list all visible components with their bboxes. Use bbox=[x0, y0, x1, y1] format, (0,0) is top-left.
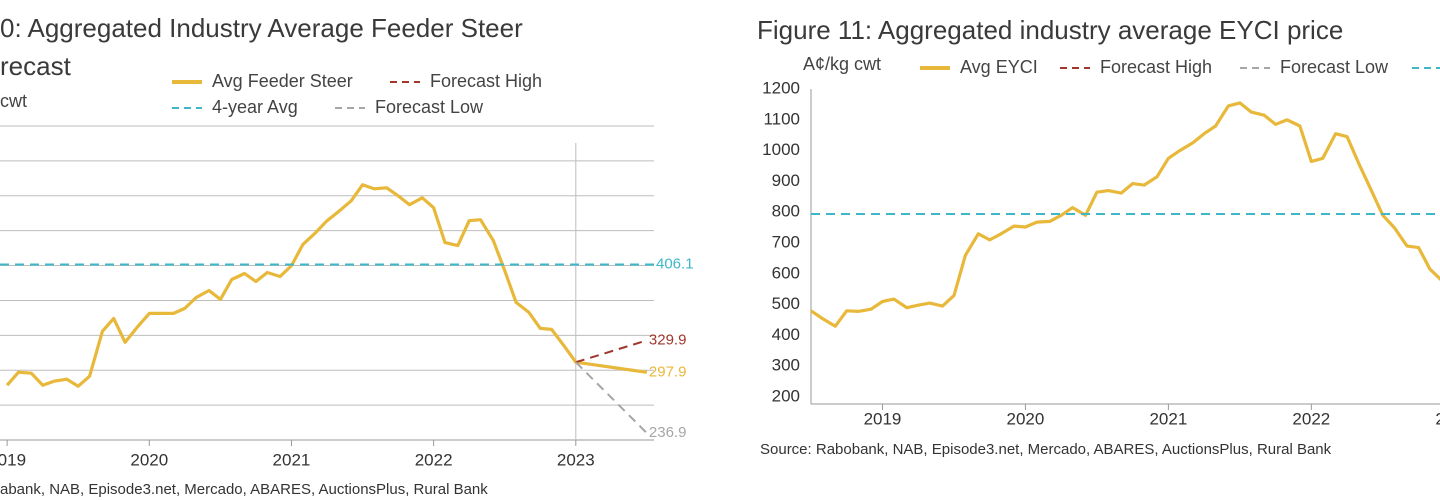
x-tick-label: 2020 bbox=[1007, 409, 1045, 428]
x-tick-label: 2023 bbox=[1435, 409, 1440, 428]
legend-label: Forecast High bbox=[1100, 57, 1212, 77]
end-label: 236.9 bbox=[649, 424, 687, 441]
x-tick-label: 2019 bbox=[864, 409, 902, 428]
y-tick-label: 1000 bbox=[762, 140, 800, 159]
y-tick-label: 1100 bbox=[763, 109, 800, 128]
y-tick-label: 900 bbox=[772, 171, 800, 190]
y-axis-label: cwt bbox=[0, 91, 27, 111]
y-tick-label: 400 bbox=[772, 325, 800, 344]
y-tick-label: 200 bbox=[772, 386, 800, 405]
chart-title: 0: Aggregated Industry Average Feeder St… bbox=[0, 13, 523, 43]
legend-label: 4-year Avg bbox=[212, 97, 298, 117]
x-tick-label: 2021 bbox=[1149, 409, 1187, 428]
legend-label: Avg EYCI bbox=[960, 57, 1038, 77]
y-tick-label: 700 bbox=[772, 232, 800, 251]
legend-label: Forecast High bbox=[430, 71, 542, 91]
series-line bbox=[5, 183, 648, 388]
y-tick-label: 500 bbox=[772, 294, 800, 313]
legend-label: Avg Feeder Steer bbox=[212, 71, 353, 91]
end-label: 406.1 bbox=[656, 255, 694, 272]
legend-label: Forecast Low bbox=[1280, 57, 1389, 77]
y-axis-label: A¢/kg cwt bbox=[803, 54, 881, 74]
chart-title: recast bbox=[0, 51, 72, 81]
end-label: 297.9 bbox=[649, 363, 687, 380]
x-tick-label: 2022 bbox=[415, 450, 453, 469]
series-line bbox=[810, 101, 1440, 328]
source-note: abank, NAB, Episode3.net, Mercado, ABARE… bbox=[0, 481, 488, 498]
series-line bbox=[575, 339, 648, 364]
x-tick-label: 2019 bbox=[0, 450, 26, 469]
end-label: 329.9 bbox=[649, 331, 687, 348]
y-tick-label: 300 bbox=[772, 356, 800, 375]
x-tick-label: 2022 bbox=[1292, 409, 1330, 428]
source-note: Source: Rabobank, NAB, Episode3.net, Mer… bbox=[760, 441, 1332, 458]
chart-title: Figure 11: Aggregated industry average E… bbox=[757, 15, 1343, 45]
series-line bbox=[575, 361, 648, 434]
x-tick-label: 2023 bbox=[557, 450, 595, 469]
legend-label: Forecast Low bbox=[375, 97, 484, 117]
x-tick-label: 2021 bbox=[273, 450, 311, 469]
x-tick-label: 2020 bbox=[130, 450, 168, 469]
y-tick-label: 600 bbox=[772, 263, 800, 282]
y-tick-label: 1200 bbox=[762, 78, 800, 97]
y-tick-label: 800 bbox=[772, 202, 800, 221]
